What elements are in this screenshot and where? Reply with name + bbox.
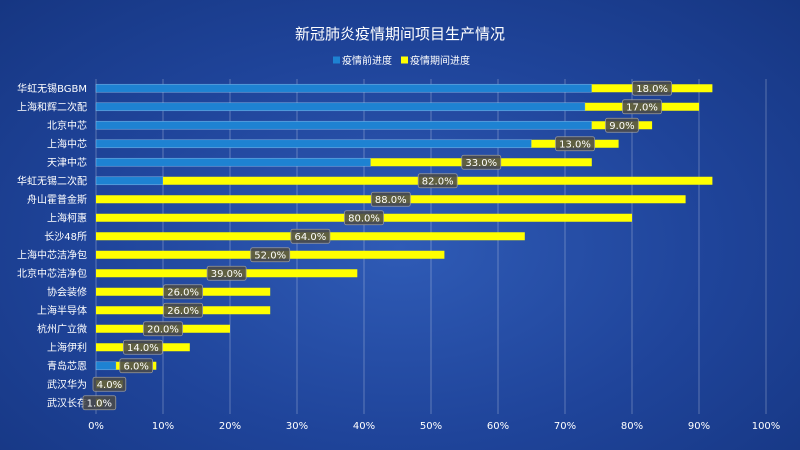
x-tick-label: 90% xyxy=(688,421,710,432)
bar-pre-epidemic xyxy=(95,120,593,130)
data-label: 14.0% xyxy=(127,343,159,354)
y-axis-categories: 华虹无锡BGBM 上海和辉二次配北京中芯上海中芯天津中芯华虹无锡二次配舟山霍普金斯… xyxy=(17,82,87,410)
data-label: 13.0% xyxy=(559,139,591,150)
x-tick-label: 100% xyxy=(752,421,781,432)
legend-swatch-2 xyxy=(401,56,408,64)
data-label-box xyxy=(605,117,639,133)
bar-pre-epidemic xyxy=(95,102,586,112)
x-tick-label: 20% xyxy=(219,421,241,432)
data-label: 4.0% xyxy=(97,380,122,391)
category-label: 天津中芯 xyxy=(47,156,87,169)
data-label-box xyxy=(555,136,595,152)
category-label: 上海半导体 xyxy=(37,304,87,317)
data-label-box xyxy=(92,376,127,392)
category-label: 青岛芯恩 xyxy=(47,359,87,372)
data-label: 52.0% xyxy=(254,250,286,261)
category-label: 上海伊利 xyxy=(47,341,87,354)
category-label: 杭州广立微 xyxy=(37,322,87,335)
data-label: 33.0% xyxy=(465,158,497,169)
category-label: 长沙48所 xyxy=(44,231,87,243)
legend-swatch-1 xyxy=(333,56,340,64)
data-label-box xyxy=(290,228,331,244)
x-tick-label: 10% xyxy=(152,421,174,432)
category-label: 北京中芯 xyxy=(47,119,87,132)
x-tick-label: 60% xyxy=(487,421,509,432)
bar-pre-epidemic xyxy=(95,157,372,167)
category-label: 武汉长存 xyxy=(47,396,87,409)
x-tick-label: 80% xyxy=(621,421,643,432)
data-label: 17.0% xyxy=(626,102,658,113)
data-label-box xyxy=(461,154,502,170)
data-label-box xyxy=(417,173,458,189)
category-label: 上海和辉二次配 xyxy=(17,100,87,113)
bar-pre-epidemic xyxy=(95,361,117,371)
data-label: 80.0% xyxy=(348,213,380,224)
data-label: 18.0% xyxy=(636,84,668,95)
data-label-box xyxy=(632,80,672,96)
data-label-box xyxy=(206,265,247,281)
x-axis-ticks: 0% 10% 20% 30% 40% 50% 60% 70% 80% 90% 100% xyxy=(88,421,780,432)
data-label: 6.0% xyxy=(123,361,148,372)
chart-title: 新冠肺炎疫情期间项目生产情况 xyxy=(295,25,505,43)
category-label: 武汉华为 xyxy=(47,378,87,391)
data-label: 26.0% xyxy=(167,287,199,298)
category-label: 华虹无锡二次配 xyxy=(17,174,87,187)
x-tick-label: 40% xyxy=(353,421,375,432)
bar-pre-epidemic xyxy=(95,83,593,93)
x-tick-label: 50% xyxy=(420,421,442,432)
category-label: 上海中芯 xyxy=(47,137,87,150)
bar-pre-epidemic xyxy=(95,139,532,149)
legend: 疫情前进度 疫情期间进度 xyxy=(333,54,470,67)
data-label: 1.0% xyxy=(87,398,112,409)
category-label: 北京中芯洁净包 xyxy=(17,267,87,280)
gridlines xyxy=(95,79,767,414)
data-label-box xyxy=(163,284,204,300)
data-label-box xyxy=(82,395,117,411)
data-label-box xyxy=(143,321,183,337)
data-label: 9.0% xyxy=(609,121,634,132)
category-label: 协会装修 xyxy=(47,285,87,298)
category-label: 上海中芯洁净包 xyxy=(17,248,87,261)
x-tick-label: 30% xyxy=(286,421,308,432)
category-label: 舟山霍普金斯 xyxy=(27,193,87,206)
data-label-box xyxy=(344,210,384,226)
data-label-box xyxy=(123,339,163,355)
category-label: 华虹无锡BGBM xyxy=(17,82,87,95)
data-label: 82.0% xyxy=(422,176,454,187)
legend-label-1: 疫情前进度 xyxy=(342,54,392,67)
data-label: 20.0% xyxy=(147,324,179,335)
x-tick-label: 0% xyxy=(88,421,104,432)
data-label-box xyxy=(370,191,411,207)
data-label: 88.0% xyxy=(375,195,407,206)
data-label-box xyxy=(622,99,662,115)
x-tick-label: 70% xyxy=(554,421,576,432)
bar-pre-epidemic xyxy=(95,176,164,186)
data-labels: 18.0% 17.0% 9.0% 13.0% 33.0% 82.0% 88.0% 80.0% 6… xyxy=(82,80,672,411)
legend-label-2: 疫情期间进度 xyxy=(410,54,470,67)
data-label: 64.0% xyxy=(295,232,327,243)
category-label: 上海柯惠 xyxy=(47,211,87,224)
data-label-box xyxy=(119,358,154,374)
data-label-box xyxy=(163,302,204,318)
data-label: 39.0% xyxy=(211,269,243,280)
data-label-box xyxy=(250,247,291,263)
data-label: 26.0% xyxy=(167,306,199,317)
